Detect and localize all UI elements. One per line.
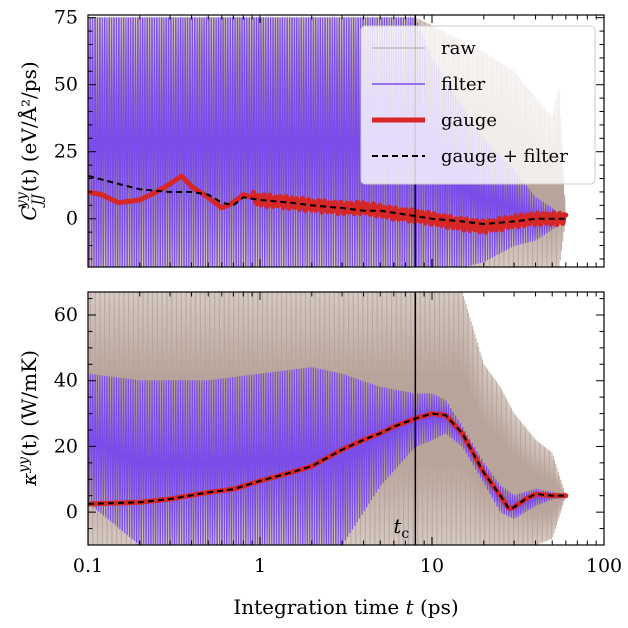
bottom-ytick-label: 60 [54,304,78,326]
xtick-label: 1 [254,555,266,577]
xtick-label: 0.1 [73,555,103,577]
xlabel: Integration time t (ps) [233,595,458,619]
legend-label-raw: raw [441,38,476,59]
bottom-axes-frame [87,291,605,546]
top-ylabel: CJJyy(t) (eV/Å²/ps) [14,61,46,220]
bottom-ytick-label: 40 [54,370,78,392]
legend-label-gauge: gauge [441,110,497,131]
bottom-series-raw [88,292,567,545]
top-series-gauge [88,173,569,235]
bottom-series-gauge-filter [88,412,566,511]
top-ytick-label: 0 [66,208,78,230]
top-axes-frame [87,14,605,268]
bottom-ylabel: κyy(t) (W/mK) [16,350,41,487]
legend-label-filter: filter [441,74,486,95]
top-ytick-label: 75 [54,7,78,29]
panel-top-current-autocorrelation: 0 25 50 75 CJJyy(t) (eV/Å²/ps) raw filter gauge… [14,7,605,268]
legend-label-gauge-filter: gauge + filter [441,146,568,167]
legend-box [360,25,596,185]
bottom-plot-area [88,292,569,545]
xtick-label: 100 [586,555,622,577]
top-ytick-label: 50 [54,74,78,96]
top-ytick-label: 25 [54,141,78,163]
bottom-ytick-label: 20 [54,435,78,457]
xtick-label: 10 [420,555,444,577]
top-series-gauge-filter [88,174,566,226]
bottom-ytick-label: 0 [66,501,78,523]
legend: raw filter gauge gauge + filter [360,25,596,185]
